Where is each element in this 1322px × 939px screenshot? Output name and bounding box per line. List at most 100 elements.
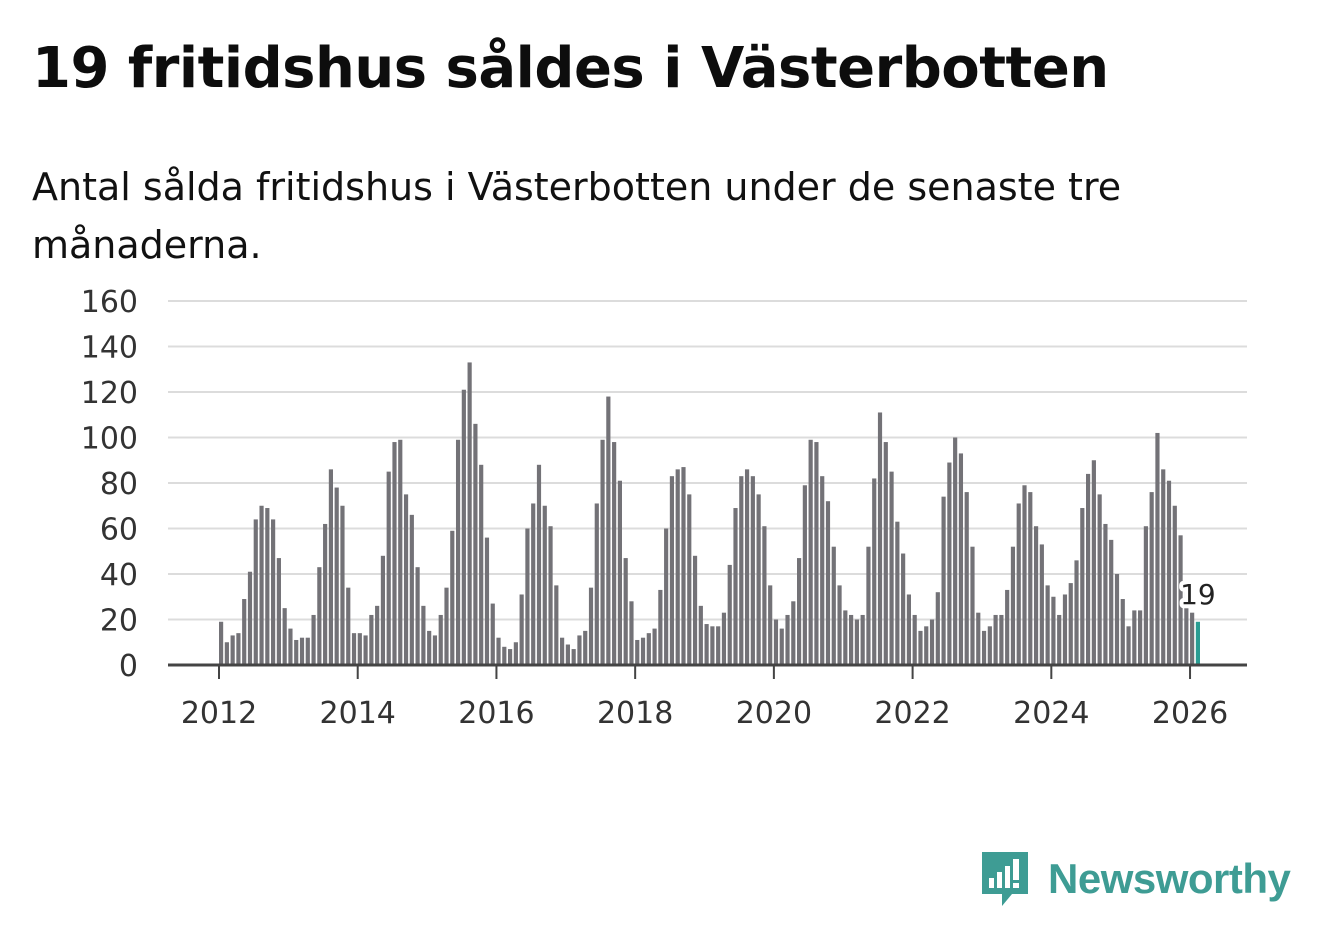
bar — [872, 478, 877, 665]
bar — [1045, 585, 1050, 666]
bar — [953, 437, 958, 665]
newsworthy-logo-icon — [982, 852, 1028, 906]
bar — [444, 587, 449, 665]
bar — [415, 567, 420, 665]
bar — [739, 476, 744, 665]
bar — [664, 528, 669, 665]
bar — [716, 626, 721, 665]
bar — [606, 396, 611, 665]
bar — [323, 523, 328, 665]
x-tick-label: 2022 — [874, 696, 950, 731]
bar — [733, 508, 738, 665]
bar — [560, 637, 565, 665]
bar — [958, 453, 964, 665]
bar — [299, 637, 305, 665]
bar — [1172, 505, 1177, 665]
y-tick-label: 80 — [100, 467, 138, 502]
bar — [912, 614, 917, 665]
bar — [224, 642, 229, 665]
bar — [1016, 503, 1021, 665]
bar — [294, 639, 299, 665]
bar — [600, 439, 605, 665]
bar — [328, 469, 333, 665]
bar — [513, 642, 518, 665]
bar — [612, 442, 617, 665]
bar — [652, 628, 657, 665]
chart-subtitle: Antal sålda fritidshus i Västerbotten un… — [32, 165, 1122, 267]
bar — [721, 612, 727, 665]
bar — [594, 503, 599, 665]
bar — [461, 389, 466, 665]
bar — [814, 442, 819, 665]
bar — [756, 494, 761, 666]
bar — [687, 494, 692, 666]
bar — [1161, 469, 1166, 665]
bar — [935, 592, 940, 665]
bar — [947, 462, 952, 665]
bar — [1068, 583, 1073, 665]
bar — [906, 594, 911, 665]
bar — [820, 476, 825, 665]
x-tick-label: 2026 — [1152, 696, 1228, 731]
bar — [536, 464, 542, 665]
bar — [236, 633, 241, 665]
bar — [219, 621, 224, 665]
gridlines — [168, 300, 1247, 621]
bar — [375, 605, 380, 665]
bar — [1028, 492, 1033, 665]
bar — [791, 601, 796, 665]
bar — [999, 614, 1004, 665]
x-axis — [168, 663, 1247, 679]
bar — [583, 630, 588, 666]
bar — [542, 505, 547, 665]
bar — [565, 644, 570, 665]
bar — [525, 528, 530, 665]
y-tick-label: 100 — [81, 422, 138, 457]
bar — [334, 487, 339, 665]
bar — [253, 519, 258, 665]
bar — [1051, 596, 1056, 665]
bar — [877, 412, 883, 665]
bar — [681, 467, 686, 665]
bar — [970, 546, 975, 665]
bar — [438, 614, 443, 665]
bar — [508, 649, 513, 665]
bar — [640, 637, 646, 665]
bar — [1120, 599, 1125, 665]
bar — [346, 587, 351, 665]
y-tick-label: 20 — [100, 604, 138, 639]
bar — [496, 637, 501, 665]
bar — [305, 637, 310, 665]
x-tick-label: 2020 — [736, 696, 812, 731]
highlight-annotation: 19 — [1176, 574, 1220, 615]
bar — [1103, 523, 1108, 665]
bar — [883, 442, 888, 665]
bar — [929, 619, 935, 665]
bar — [1138, 610, 1143, 665]
bar — [398, 439, 403, 665]
bar — [1155, 432, 1160, 665]
bar — [768, 585, 773, 666]
bar — [1091, 460, 1096, 665]
bar — [797, 558, 802, 665]
bar — [918, 630, 923, 666]
x-tick-label: 2024 — [1013, 696, 1089, 731]
bar — [247, 571, 253, 665]
bar — [479, 464, 484, 665]
bar — [357, 633, 362, 665]
y-tick-label: 40 — [100, 558, 138, 593]
bar — [785, 614, 790, 665]
bar — [993, 614, 998, 665]
bar — [421, 605, 426, 665]
y-tick-label: 140 — [81, 331, 138, 366]
bar — [1010, 546, 1016, 665]
bar — [808, 439, 813, 665]
bar — [351, 633, 357, 665]
bar — [1132, 610, 1137, 665]
chart-title: 19 fritidshus såldes i Västerbotten — [32, 36, 1109, 101]
bars — [219, 362, 1200, 666]
bar — [623, 558, 628, 665]
bar — [1057, 614, 1062, 665]
bar — [1184, 592, 1189, 665]
bar — [710, 626, 715, 665]
